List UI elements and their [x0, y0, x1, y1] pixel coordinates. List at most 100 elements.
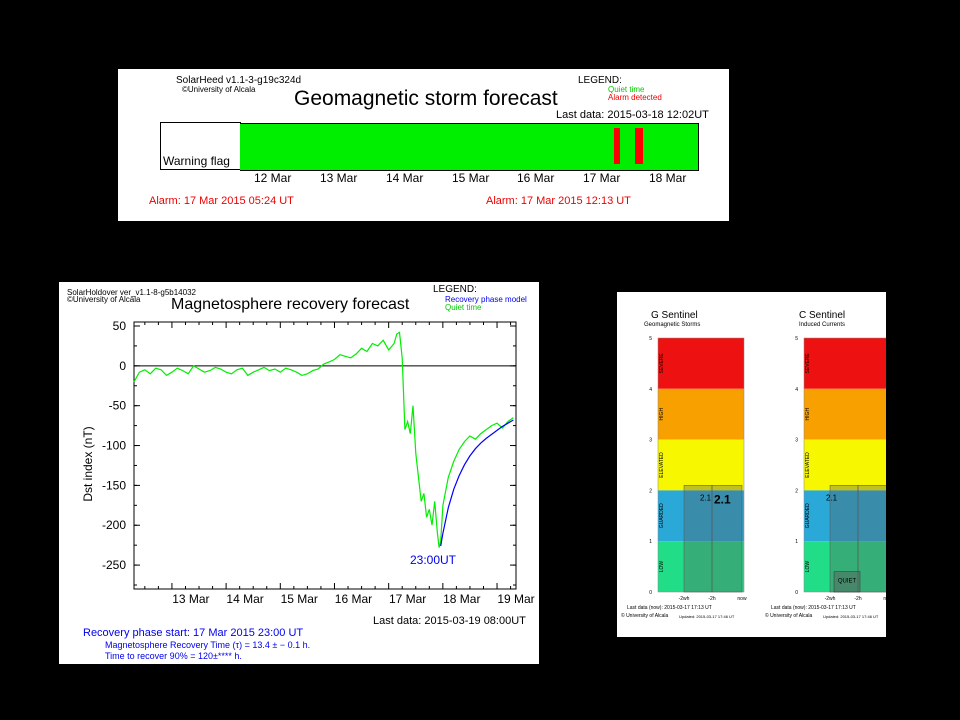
y-tick-label: -250: [102, 558, 126, 572]
level-band-high: [804, 388, 886, 440]
gauge-y-tick: 2: [649, 488, 652, 494]
gauge-x-tick: -2wh: [825, 596, 836, 602]
gauge-y-tick: 4: [795, 387, 798, 393]
c-updated: Updated: 2015-03-17 17:46 UT: [823, 614, 879, 619]
history-bar: [829, 485, 859, 593]
date-axis: 12 Mar 13 Mar 14 Mar 15 Mar 16 Mar 17 Ma…: [240, 171, 700, 187]
gauge-y-tick: 4: [649, 387, 652, 393]
page-title: Geomagnetic storm forecast: [294, 87, 558, 110]
g-value-now: 2.1: [714, 492, 731, 506]
alarm-marker: [635, 128, 643, 164]
legend-quiet-time: Quiet time: [445, 303, 482, 312]
level-label: GUARDED: [659, 503, 665, 528]
c-sentinel-title: C Sentinel: [799, 310, 846, 321]
sentinel-panel: G Sentinel Geomagnetic Storms C Sentinel…: [617, 292, 886, 637]
last-data-label: Last data: 2015-03-19 08:00UT: [373, 615, 526, 627]
c-copyright: © University of Alcala: [765, 613, 813, 619]
date-tick: 15 Mar: [452, 171, 490, 185]
c-sentinel-gauge: SEVERE HIGH ELEVATED GUARDED LOW 5 4 3 2 1 0 -2wh -2…: [795, 336, 886, 602]
warning-flag-label: Warning flag: [163, 154, 230, 168]
history-bar: [683, 485, 713, 593]
date-tick: 12 Mar: [254, 171, 292, 185]
gauge-x-tick: -2h: [708, 596, 715, 602]
plot-frame: [133, 321, 517, 590]
date-tick: 16 Mar: [517, 171, 555, 185]
gauge-x-tick: now: [883, 596, 886, 602]
y-axis-label: Dst index (nT): [81, 426, 95, 501]
g-sentinel-subtitle: Geomagnetic Storms: [644, 322, 701, 328]
level-band-severe: [804, 338, 886, 389]
warning-flag-bar: [240, 123, 699, 171]
recovery-model-line: [440, 419, 514, 547]
y-tick-label: -50: [109, 399, 127, 413]
copyright: ©University of Alcala: [67, 295, 141, 304]
gauge-y-tick: 0: [795, 590, 798, 596]
y-tick-label: -100: [102, 439, 126, 453]
x-tick-label: 17 Mar: [389, 592, 426, 606]
g-sentinel-gauge: SEVERE HIGH ELEVATED GUARDED LOW 5 4 3 2 1 0 -2wh -2…: [649, 336, 747, 602]
y-tick-label: -150: [102, 478, 126, 492]
legend-model: Recovery phase model: [445, 295, 527, 304]
sentinel-gauges: SEVERE HIGH ELEVATED GUARDED LOW 5 4 3 2 1 0 -2wh -2…: [649, 336, 886, 602]
legend-alarm-detected: Alarm detected: [608, 93, 662, 102]
g-sentinel-title: G Sentinel: [651, 310, 698, 321]
level-band-high: [658, 388, 744, 440]
date-tick: 17 Mar: [583, 171, 621, 185]
date-tick: 14 Mar: [386, 171, 424, 185]
recovery-time-label: Magnetosphere Recovery Time (τ) = 13.4 ±…: [105, 640, 311, 650]
gauge-y-tick: 2: [795, 488, 798, 494]
level-label: ELEVATED: [659, 452, 665, 478]
legend-title: LEGEND:: [433, 284, 477, 295]
y-tick-label: 0: [119, 359, 126, 373]
alarm-text-2: Alarm: 17 Mar 2015 12:13 UT: [486, 195, 631, 207]
y-tick-label: -200: [102, 518, 126, 532]
c-sentinel-subtitle: Induced Currents: [799, 322, 846, 328]
gauge-y-tick: 3: [649, 438, 652, 444]
c-last-data: Last data (now): 2015-03-17 17:13 UT: [771, 605, 856, 611]
y-tick-label: 50: [113, 319, 127, 333]
level-band-elevated: [658, 439, 744, 491]
level-band-low: [658, 541, 744, 592]
c-quiet-label: QUIET: [838, 579, 857, 585]
level-band-low: [804, 541, 886, 592]
g-copyright: © University of Alcala: [621, 613, 669, 619]
date-tick: 13 Mar: [320, 171, 358, 185]
history-bar: [711, 485, 743, 593]
g-last-data: Last data (now): 2015-03-17 17:13 UT: [627, 605, 712, 611]
gauge-x-tick: -2h: [854, 596, 861, 602]
observed-dst-line: [133, 331, 514, 548]
alarm-marker: [614, 128, 620, 164]
gauge-y-tick: 5: [795, 336, 798, 342]
g-updated: Updated: 2015-03-17 17:46 UT: [679, 614, 735, 619]
dst-chart: 50 0 -50 -100 -150 -200 -250 13 Mar 14 Mar 15 Mar…: [81, 319, 535, 606]
warning-flag-label-box: Warning flag: [160, 122, 241, 170]
legend-title: LEGEND:: [578, 75, 622, 86]
level-label: SEVERE: [805, 353, 811, 374]
quiet-box: [833, 571, 861, 593]
time-to-recover-label: Time to recover 90% = 120±**** h.: [105, 651, 242, 661]
level-band-guarded: [804, 490, 886, 542]
date-tick: 18 Mar: [649, 171, 687, 185]
gauge-y-tick: 1: [649, 539, 652, 545]
gauge-x-tick: -2wh: [679, 596, 690, 602]
gauge-y-tick: 1: [795, 539, 798, 545]
level-band-elevated: [804, 439, 886, 491]
recovery-start-label: Recovery phase start: 17 Mar 2015 23:00 …: [83, 627, 304, 639]
history-bar: [857, 485, 886, 593]
gauge-x-tick: now: [737, 596, 747, 602]
level-label: LOW: [659, 561, 665, 573]
x-tick-label: 14 Mar: [226, 592, 263, 606]
gauge-y-tick: 5: [649, 336, 652, 342]
software-version: SolarHeed v1.1-3-g19c324d: [176, 75, 302, 86]
copyright: ©University of Alcala: [182, 85, 256, 94]
alarm-text-1: Alarm: 17 Mar 2015 05:24 UT: [149, 195, 294, 207]
x-tick-label: 19 Mar: [497, 592, 534, 606]
chart-title: Magnetosphere recovery forecast: [171, 296, 410, 313]
legend-quiet-time: Quiet time: [608, 85, 645, 94]
gauge-y-tick: 0: [649, 590, 652, 596]
c-value-prev: 2.1: [826, 493, 838, 502]
level-label: ELEVATED: [805, 452, 811, 478]
recovery-forecast-panel: SolarHoldover ver_v1.1-8-g5b14032 ©Unive…: [59, 282, 539, 664]
x-tick-label: 13 Mar: [172, 592, 209, 606]
storm-forecast-panel: SolarHeed v1.1-3-g19c324d ©University of…: [118, 69, 729, 221]
